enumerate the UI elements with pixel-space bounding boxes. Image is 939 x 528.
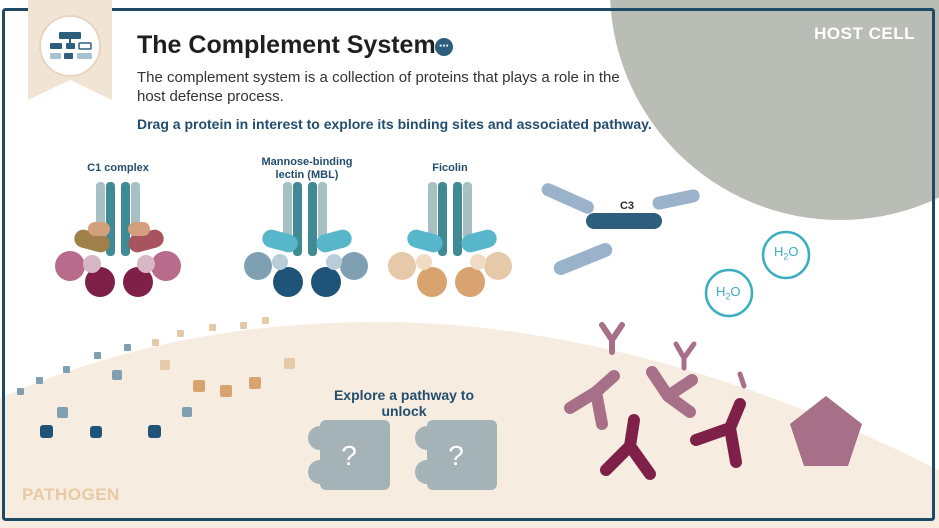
ficolin-label: Ficolin [432, 162, 468, 174]
pathogen-label: PATHOGEN [22, 485, 120, 504]
frame [2, 8, 935, 521]
locked-symbol: ? [448, 440, 464, 471]
info-icon[interactable]: ⋯ [435, 38, 453, 56]
mbl-protein[interactable] [244, 182, 368, 297]
surface-markers [17, 317, 295, 438]
c1-complex-label: C1 complex [87, 162, 149, 174]
locked-pathway-1[interactable] [308, 420, 390, 490]
ficolin-protein[interactable] [388, 182, 512, 297]
host-cell [610, 0, 939, 220]
antibodies [564, 322, 747, 480]
instruction: Drag a protein in interest to explore it… [137, 116, 652, 132]
pentagon-marker [790, 396, 862, 466]
locked-symbol: ? [341, 440, 357, 471]
page-title: The Complement System [137, 31, 436, 59]
c3-label: C3 [619, 200, 635, 212]
water-label: H2O [774, 244, 799, 262]
pathway-prompt: Explore a pathway to unlock [333, 387, 475, 419]
locked-pathway-2[interactable] [415, 420, 497, 490]
host-cell-label: HOST CELL [814, 24, 915, 43]
description: The complement system is a collection of… [137, 69, 620, 105]
water-molecule [704, 268, 754, 318]
menu-badge[interactable] [28, 0, 112, 100]
flowchart-icon [50, 32, 92, 59]
c1-complex[interactable] [55, 182, 181, 297]
water-label: H2O [716, 284, 741, 302]
mbl-label: Mannose-binding lectin (MBL) [261, 156, 353, 181]
water-molecule [761, 230, 811, 280]
c3-protein[interactable] [540, 181, 701, 277]
